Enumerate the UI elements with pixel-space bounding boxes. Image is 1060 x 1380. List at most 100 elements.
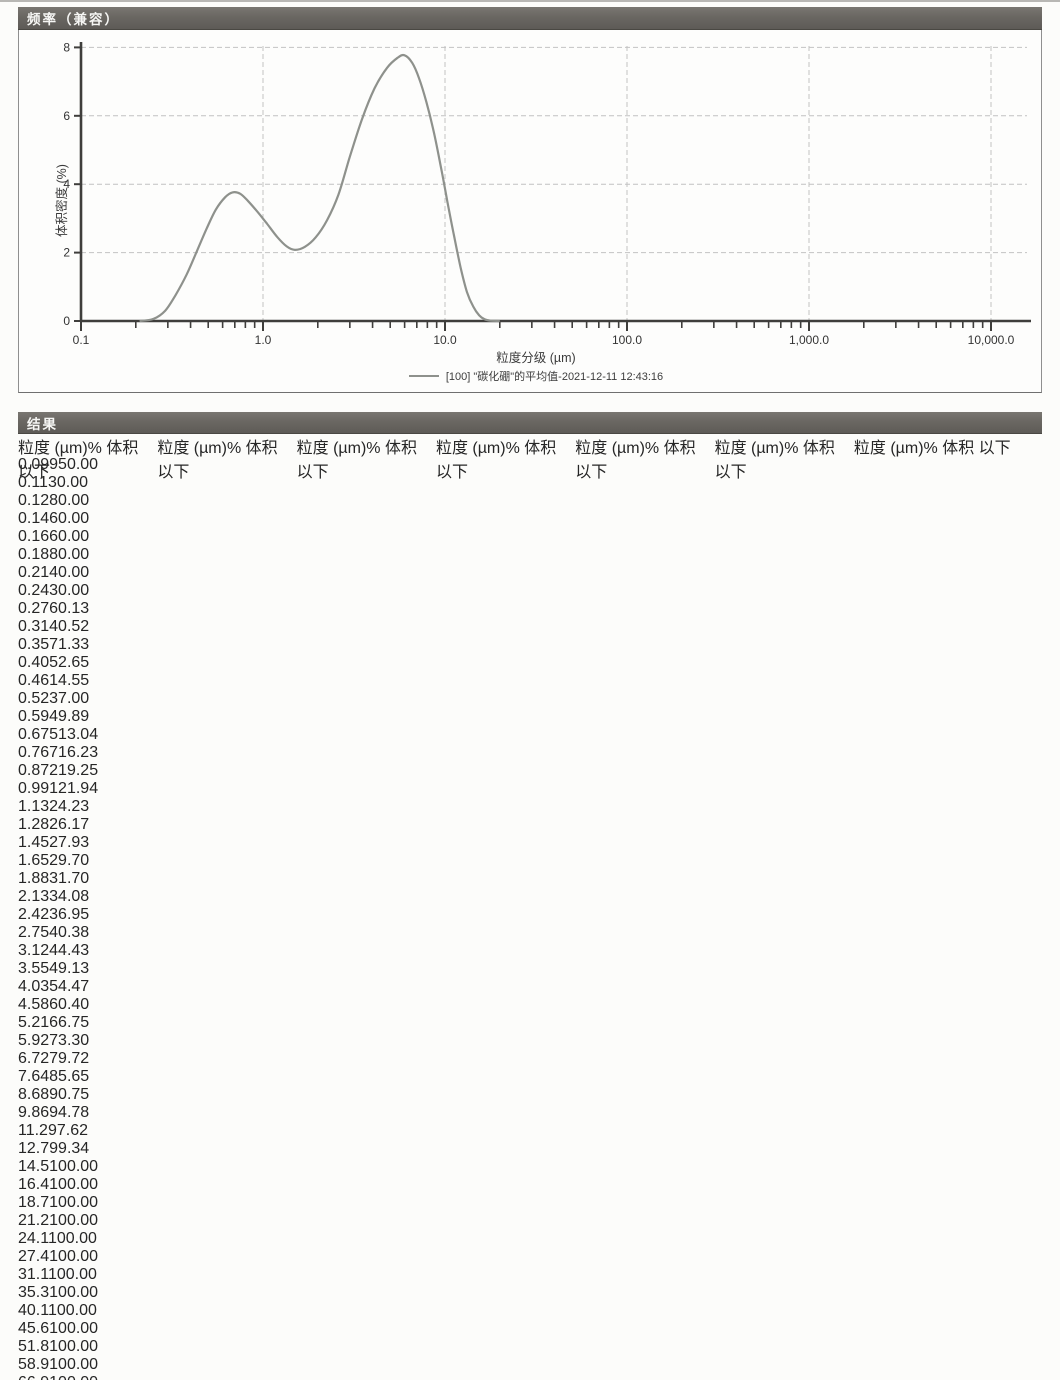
- table-row: 40.1100.00: [18, 1302, 1042, 1320]
- pct-value: 85.65: [49, 1068, 90, 1085]
- pct-value: 24.23: [49, 798, 90, 815]
- size-value: 4.03: [18, 978, 50, 995]
- header-pct-label: % 体积 以下: [157, 440, 278, 481]
- size-value: 27.4: [18, 1248, 50, 1265]
- pct-value: 19.25: [58, 762, 99, 779]
- table-row: 21.2100.00: [18, 1212, 1042, 1230]
- pct-value: 99.34: [49, 1140, 90, 1157]
- size-value: 7.64: [18, 1068, 50, 1085]
- size-value: 5.21: [18, 1014, 50, 1031]
- size-value: 2.42: [18, 906, 50, 923]
- results-table-body: 0.09950.00 0.1130.00 0.1280.00 0.1460.00 0.1…: [18, 456, 1042, 1380]
- table-row: 12.799.34: [18, 1140, 1042, 1158]
- size-value: 1.13: [18, 798, 50, 815]
- chart-title-bar: 频率（兼容）: [18, 7, 1042, 30]
- header-size-label: 粒度 (µm): [435, 440, 506, 457]
- size-value: 0.314: [18, 618, 59, 635]
- table-row: 66.9100.00: [18, 1374, 1042, 1380]
- x-tick-label: 10,000.0: [968, 333, 1015, 347]
- pct-value: 0.00: [58, 582, 90, 599]
- size-value: 6.72: [18, 1050, 50, 1067]
- table-row: 4.5860.40: [18, 996, 1042, 1014]
- pct-value: 60.40: [49, 996, 90, 1013]
- size-value: 0.461: [18, 672, 59, 689]
- size-value: 45.6: [18, 1320, 50, 1337]
- pct-value: 0.00: [58, 492, 90, 509]
- pct-value: 2.65: [58, 654, 90, 671]
- pct-value: 94.78: [49, 1104, 90, 1121]
- table-row: 18.7100.00: [18, 1194, 1042, 1212]
- table-row: 0.3571.33: [18, 636, 1042, 654]
- size-value: 14.5: [18, 1158, 50, 1175]
- table-row: 0.5949.89: [18, 708, 1042, 726]
- header-size-label: 粒度 (µm): [853, 440, 924, 457]
- table-row: 0.1280.00: [18, 492, 1042, 510]
- table-row: 27.4100.00: [18, 1248, 1042, 1266]
- size-value: 0.0995: [18, 456, 67, 473]
- table-row: 2.7540.38: [18, 924, 1042, 942]
- results-header-pair: 粒度 (µm)% 体积 以下: [853, 434, 1042, 457]
- pct-value: 100.00: [47, 1302, 97, 1319]
- size-value: 40.1: [18, 1302, 48, 1319]
- size-value: 3.55: [18, 960, 50, 977]
- chart-panel: 频率（兼容） 0.1 1.0 10.0 100.0 1,000.0 10,000.0 0 2 4…: [18, 7, 1042, 394]
- pct-value: 44.43: [49, 942, 90, 959]
- pct-value: 4.55: [58, 672, 90, 689]
- size-value: 5.92: [18, 1032, 50, 1049]
- size-value: 0.675: [18, 726, 59, 743]
- x-tick-label: 1,000.0: [789, 333, 829, 347]
- pct-value: 40.38: [49, 924, 90, 941]
- results-column-box: 1.6529.70 1.8831.70 2.1334.08 2.4236.95 2.75…: [18, 852, 1042, 1050]
- pct-value: 73.30: [49, 1032, 90, 1049]
- size-value: 1.28: [18, 816, 50, 833]
- size-value: 0.243: [18, 582, 59, 599]
- legend-line-swatch: [408, 375, 439, 377]
- size-value: 0.166: [18, 528, 59, 545]
- pct-value: 0.00: [58, 564, 90, 581]
- results-header-pair: 粒度 (µm)% 体积 以下: [715, 434, 851, 481]
- pct-value: 16.23: [58, 744, 99, 761]
- pct-value: 100.00: [47, 1266, 97, 1283]
- table-row: 8.6890.75: [18, 1086, 1042, 1104]
- size-value: 24.1: [18, 1230, 48, 1247]
- header-size-label: 粒度 (µm): [296, 440, 367, 457]
- pct-value: 79.72: [49, 1050, 90, 1067]
- pct-value: 100.00: [49, 1356, 99, 1373]
- pct-value: 0.00: [58, 510, 90, 527]
- pct-value: 100.00: [49, 1158, 99, 1175]
- header-pct-label: % 体积 以下: [923, 440, 1011, 457]
- table-row: 31.1100.00: [18, 1266, 1042, 1284]
- size-value: 35.3: [18, 1284, 50, 1301]
- x-tick-label: 100.0: [612, 333, 642, 347]
- table-row: 0.76716.23: [18, 744, 1042, 762]
- table-row: 0.4052.65: [18, 654, 1042, 672]
- table-row: 1.1324.23: [18, 798, 1042, 816]
- table-row: 0.1130.00: [18, 474, 1042, 492]
- table-row: 0.2140.00: [18, 564, 1042, 582]
- header-size-label: 粒度 (µm): [575, 440, 645, 457]
- table-row: 3.1244.43: [18, 942, 1042, 960]
- table-row: 14.5100.00: [18, 1158, 1042, 1176]
- table-row: 1.4527.93: [18, 834, 1042, 852]
- header-pct-label: % 体积 以下: [435, 440, 557, 481]
- size-value: 66.9: [18, 1374, 49, 1380]
- size-value: 0.357: [18, 636, 59, 653]
- results-header-pair: 粒度 (µm)% 体积 以下: [435, 434, 572, 481]
- header-pct-label: % 体积 以下: [575, 440, 696, 481]
- size-value: 0.594: [18, 708, 59, 725]
- pct-value: 100.00: [49, 1194, 99, 1211]
- table-row: 0.2430.00: [18, 582, 1042, 600]
- table-row: 1.8831.70: [18, 870, 1042, 888]
- size-value: 12.7: [18, 1140, 50, 1157]
- header-size-label: 粒度 (µm): [18, 440, 88, 457]
- pct-value: 90.75: [49, 1086, 90, 1103]
- x-tick-label: 1.0: [255, 333, 272, 347]
- pct-value: 26.17: [49, 816, 90, 833]
- results-column-box: 0.09950.00 0.1130.00 0.1280.00 0.1460.00 0.1…: [18, 456, 1042, 654]
- chart-title: 频率（兼容）: [27, 12, 120, 27]
- results-column-box: 6.7279.72 7.6485.65 8.6890.75 9.8694.78 11.2…: [18, 1050, 1042, 1248]
- pct-value: 100.00: [47, 1230, 97, 1247]
- table-row: 4.0354.47: [18, 978, 1042, 996]
- table-row: 0.99121.94: [18, 780, 1042, 798]
- size-value: 8.68: [18, 1086, 50, 1103]
